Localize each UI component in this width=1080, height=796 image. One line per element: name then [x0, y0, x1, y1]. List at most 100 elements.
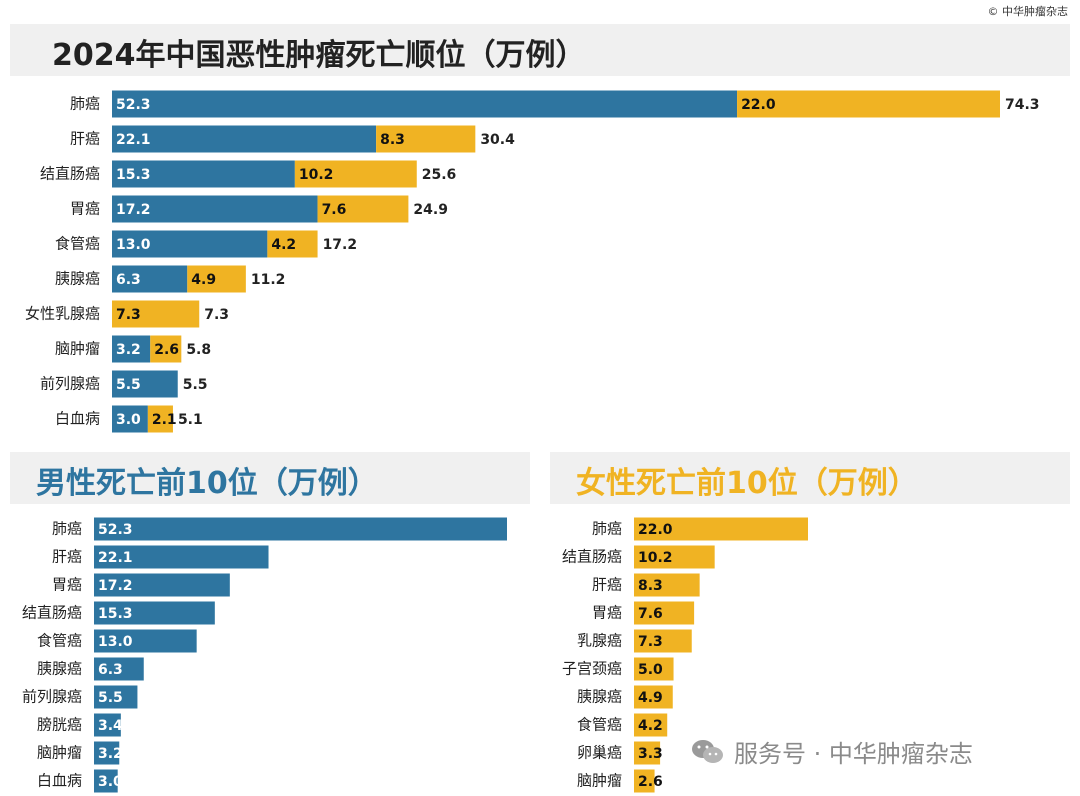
- female-value-label: 7.3: [638, 634, 663, 650]
- female-value-label: 22.0: [638, 522, 673, 538]
- female-value-label: 8.3: [638, 578, 663, 594]
- male-value-label: 15.3: [98, 606, 133, 622]
- overall-male-value-label: 52.3: [116, 97, 151, 113]
- female-value-label: 7.6: [638, 606, 663, 622]
- female-category-label: 脑肿瘤: [577, 772, 622, 790]
- overall-male-bar: [112, 230, 268, 258]
- overall-female-value-label: 4.2: [271, 237, 296, 253]
- male-category-label: 食管癌: [37, 632, 82, 650]
- female-category-label: 肺癌: [592, 520, 622, 538]
- overall-female-value-label: 22.0: [741, 97, 776, 113]
- wechat-icon: [692, 739, 723, 763]
- female-value-label: 3.3: [638, 746, 663, 762]
- female-value-label: 2.6: [638, 774, 663, 790]
- female-title-bar: [550, 452, 1070, 504]
- male-category-label: 白血病: [37, 772, 82, 790]
- female-bar: [634, 545, 715, 569]
- male-value-label: 22.1: [98, 550, 133, 566]
- overall-total-label: 5.1: [178, 412, 203, 428]
- overall-male-value-label: 17.2: [116, 202, 151, 218]
- overall-total-label: 25.6: [422, 167, 457, 183]
- female-category-label: 肝癌: [592, 576, 622, 594]
- male-value-label: 3.4: [98, 718, 123, 734]
- overall-total-label: 5.8: [186, 342, 211, 358]
- overall-category-label: 女性乳腺癌: [25, 305, 100, 323]
- overall-female-value-label: 8.3: [380, 132, 405, 148]
- male-value-label: 3.2: [98, 746, 123, 762]
- female-category-label: 卵巢癌: [577, 744, 622, 762]
- female-category-label: 胰腺癌: [577, 688, 622, 706]
- female-bar: [634, 769, 655, 793]
- watermark: 服务号 · 中华肿瘤杂志: [690, 734, 973, 769]
- female-value-label: 4.9: [638, 690, 663, 706]
- overall-category-label: 前列腺癌: [40, 375, 100, 393]
- male-bar: [94, 629, 197, 653]
- overall-title-bar: [10, 24, 1070, 76]
- overall-category-label: 食管癌: [55, 235, 100, 253]
- male-category-label: 结直肠癌: [22, 604, 82, 622]
- overall-total-label: 7.3: [204, 307, 229, 323]
- female-bar: [634, 741, 661, 765]
- male-bar: [94, 517, 507, 541]
- female-value-label: 10.2: [638, 550, 673, 566]
- overall-chart-title: 2024年中国恶性肿瘤死亡顺位（万例）: [52, 38, 586, 73]
- overall-female-value-label: 7.6: [322, 202, 347, 218]
- male-bar: [94, 545, 269, 569]
- male-bar: [94, 601, 215, 625]
- overall-female-bar: [150, 335, 182, 363]
- overall-total-label: 5.5: [183, 377, 208, 393]
- male-value-label: 5.5: [98, 690, 123, 706]
- overall-female-bar: [147, 405, 173, 433]
- female-value-label: 5.0: [638, 662, 663, 678]
- female-chart-title: 女性死亡前10位（万例）: [576, 466, 918, 501]
- female-bar: [634, 629, 692, 653]
- overall-female-bar: [376, 125, 476, 153]
- overall-total-label: 74.3: [1005, 97, 1040, 113]
- overall-male-value-label: 3.0: [116, 412, 141, 428]
- male-chart-title: 男性死亡前10位（万例）: [36, 466, 378, 501]
- female-bar: [634, 517, 808, 541]
- overall-male-bar: [112, 335, 151, 363]
- overall-category-label: 肝癌: [70, 130, 100, 148]
- female-category-label: 乳腺癌: [577, 632, 622, 650]
- overall-male-bar: [112, 125, 377, 153]
- male-category-label: 胰腺癌: [37, 660, 82, 678]
- female-value-label: 4.2: [638, 718, 663, 734]
- male-category-label: 前列腺癌: [22, 688, 82, 706]
- overall-male-value-label: 6.3: [116, 272, 141, 288]
- male-category-label: 肺癌: [52, 520, 82, 538]
- watermark-text: 服务号 · 中华肿瘤杂志: [734, 740, 973, 768]
- male-value-label: 13.0: [98, 634, 133, 650]
- male-bar: [94, 741, 120, 765]
- overall-total-label: 11.2: [251, 272, 286, 288]
- overall-category-label: 肺癌: [70, 95, 100, 113]
- overall-total-label: 24.9: [413, 202, 448, 218]
- male-bar: [94, 769, 118, 793]
- female-category-label: 子宫颈癌: [562, 660, 622, 678]
- overall-female-bar: [267, 230, 318, 258]
- female-category-label: 食管癌: [577, 716, 622, 734]
- female-bar: [634, 573, 700, 597]
- copyright-text: © 中华肿瘤杂志: [987, 5, 1069, 18]
- overall-male-bar: [112, 265, 188, 293]
- male-bar: [94, 685, 138, 709]
- male-category-label: 胃癌: [52, 576, 82, 594]
- male-value-label: 17.2: [98, 578, 133, 594]
- male-category-label: 脑肿瘤: [37, 744, 82, 762]
- female-category-label: 结直肠癌: [562, 548, 622, 566]
- overall-female-bar: [294, 160, 417, 188]
- female-bar: [634, 685, 673, 709]
- overall-male-value-label: 22.1: [116, 132, 151, 148]
- overall-category-label: 结直肠癌: [40, 165, 100, 183]
- overall-female-value-label: 10.2: [299, 167, 334, 183]
- male-category-label: 膀胱癌: [37, 716, 82, 734]
- overall-category-label: 白血病: [55, 410, 100, 428]
- male-bar: [94, 657, 144, 681]
- overall-total-label: 30.4: [480, 132, 515, 148]
- male-value-label: 6.3: [98, 662, 123, 678]
- female-category-label: 胃癌: [592, 604, 622, 622]
- overall-male-value-label: 5.5: [116, 377, 141, 393]
- overall-female-value-label: 4.9: [191, 272, 216, 288]
- overall-female-value-label: 2.1: [152, 412, 177, 428]
